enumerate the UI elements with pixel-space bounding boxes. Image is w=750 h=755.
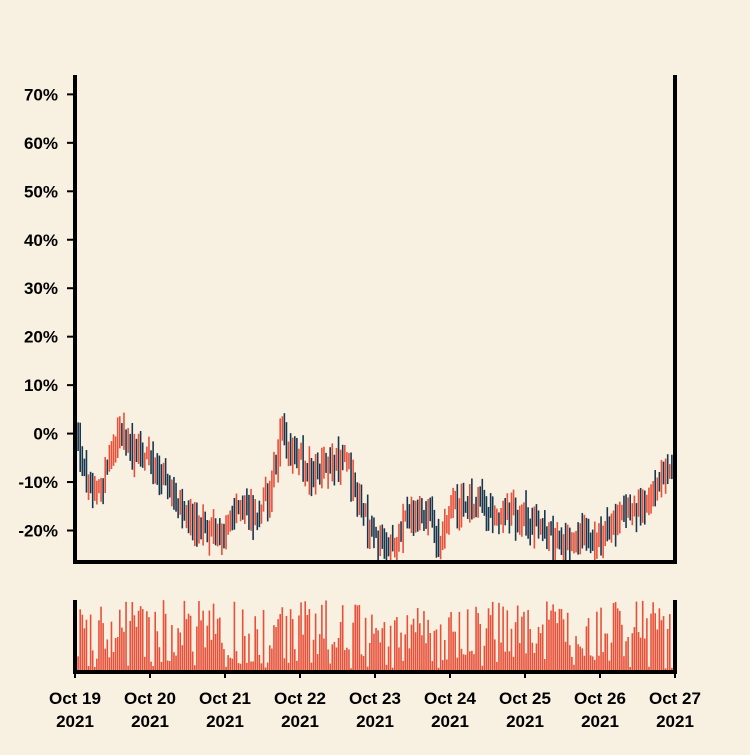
x-tick-year: 2021 bbox=[206, 712, 244, 731]
x-tick-label: Oct 20 bbox=[124, 689, 176, 708]
price-panel bbox=[73, 75, 677, 564]
x-axis-ticks: Oct 19 2021 Oct 20 2021 Oct 21 2021 Oct 22 2021… bbox=[49, 672, 701, 731]
x-tick-label: Oct 27 bbox=[649, 689, 701, 708]
x-tick-label: Oct 26 bbox=[574, 689, 626, 708]
x-tick-label: Oct 25 bbox=[499, 689, 551, 708]
x-tick-year: 2021 bbox=[281, 712, 319, 731]
y-axis-ticks: -20% -10% 0% 10% 20% 30% 40% 50% 60% 70% bbox=[18, 85, 75, 541]
x-tick-year: 2021 bbox=[56, 712, 94, 731]
y-tick-label: 30% bbox=[24, 279, 58, 298]
x-tick-year: 2021 bbox=[656, 712, 694, 731]
x-tick-year: 2021 bbox=[581, 712, 619, 731]
y-tick-label: 60% bbox=[24, 134, 58, 153]
x-tick-label: Oct 21 bbox=[199, 689, 251, 708]
x-tick-label: Oct 23 bbox=[349, 689, 401, 708]
volume-panel bbox=[73, 600, 677, 674]
y-tick-label: 0% bbox=[33, 425, 58, 444]
x-tick-label: Oct 22 bbox=[274, 689, 326, 708]
y-tick-label: -10% bbox=[18, 473, 58, 492]
x-tick-year: 2021 bbox=[431, 712, 469, 731]
x-tick-year: 2021 bbox=[356, 712, 394, 731]
x-tick-label: Oct 24 bbox=[424, 689, 477, 708]
y-tick-label: 50% bbox=[24, 182, 58, 201]
y-tick-label: 40% bbox=[24, 231, 58, 250]
candles bbox=[75, 412, 675, 562]
x-tick-label: Oct 19 bbox=[49, 689, 101, 708]
y-tick-label: 20% bbox=[24, 328, 58, 347]
y-tick-label: 10% bbox=[24, 376, 58, 395]
x-tick-year: 2021 bbox=[506, 712, 544, 731]
x-tick-year: 2021 bbox=[131, 712, 169, 731]
y-tick-label: -20% bbox=[18, 522, 58, 541]
y-tick-label: 70% bbox=[24, 85, 58, 104]
